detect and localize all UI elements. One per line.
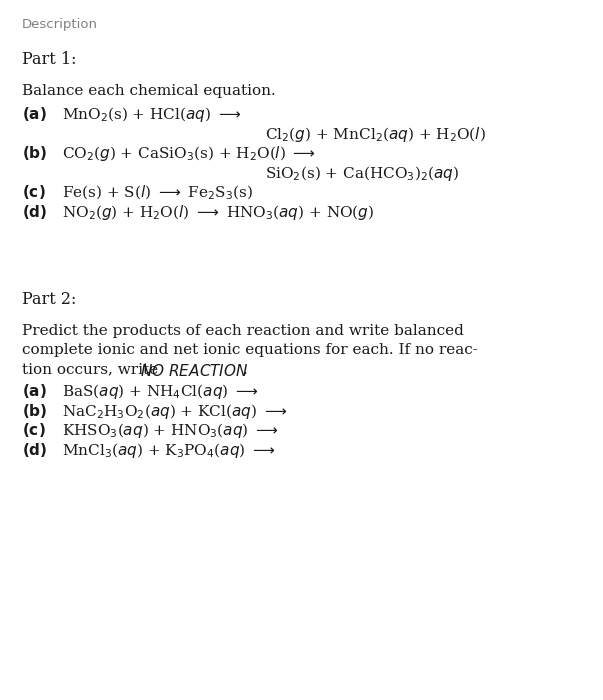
- Text: NaC$_2$H$_3$O$_2$($\mathit{aq}$) + KCl($\mathit{aq}$) $\longrightarrow$: NaC$_2$H$_3$O$_2$($\mathit{aq}$) + KCl($…: [62, 402, 287, 421]
- Text: Predict the products of each reaction and write balanced: Predict the products of each reaction an…: [22, 323, 464, 337]
- Text: Description: Description: [22, 18, 98, 31]
- Text: Cl$_2$($\mathit{g}$) + MnCl$_2$($\mathit{aq}$) + H$_2$O($\mathit{l}$): Cl$_2$($\mathit{g}$) + MnCl$_2$($\mathit…: [265, 125, 486, 144]
- Text: $\mathbf{(a)}$: $\mathbf{(a)}$: [22, 106, 47, 123]
- Text: Fe(s) + S($\mathit{l}$) $\longrightarrow$ Fe$_2$S$_3$(s): Fe(s) + S($\mathit{l}$) $\longrightarrow…: [62, 183, 253, 202]
- Text: $\mathbf{(c)}$: $\mathbf{(c)}$: [22, 183, 46, 202]
- Text: Balance each chemical equation.: Balance each chemical equation.: [22, 84, 276, 98]
- Text: tion occurs, write: tion occurs, write: [22, 363, 163, 377]
- Text: Part 2:: Part 2:: [22, 290, 77, 308]
- Text: $\mathbf{(b)}$: $\mathbf{(b)}$: [22, 144, 48, 162]
- Text: NO$_2$($\mathit{g}$) + H$_2$O($\mathit{l}$) $\longrightarrow$ HNO$_3$($\mathit{a: NO$_2$($\mathit{g}$) + H$_2$O($\mathit{l…: [62, 203, 374, 222]
- Text: Part 1:: Part 1:: [22, 51, 77, 68]
- Text: CO$_2$($\mathit{g}$) + CaSiO$_3$(s) + H$_2$O($\mathit{l}$) $\longrightarrow$: CO$_2$($\mathit{g}$) + CaSiO$_3$(s) + H$…: [62, 144, 316, 164]
- Text: $\mathbf{(b)}$: $\mathbf{(b)}$: [22, 402, 48, 420]
- Text: MnCl$_3$($\mathit{aq}$) + K$_3$PO$_4$($\mathit{aq}$) $\longrightarrow$: MnCl$_3$($\mathit{aq}$) + K$_3$PO$_4$($\…: [62, 441, 276, 460]
- Text: complete ionic and net ionic equations for each. If no reac-: complete ionic and net ionic equations f…: [22, 343, 478, 357]
- Text: BaS($\mathit{aq}$) + NH$_4$Cl($\mathit{aq}$) $\longrightarrow$: BaS($\mathit{aq}$) + NH$_4$Cl($\mathit{a…: [62, 382, 259, 401]
- Text: .: .: [243, 363, 248, 377]
- Text: MnO$_2$(s) + HCl($\mathit{aq}$) $\longrightarrow$: MnO$_2$(s) + HCl($\mathit{aq}$) $\longri…: [62, 106, 241, 125]
- Text: SiO$_2$(s) + Ca(HCO$_3$)$_2$($\mathit{aq}$): SiO$_2$(s) + Ca(HCO$_3$)$_2$($\mathit{aq…: [265, 164, 459, 183]
- Text: $\mathit{NO\ REACTION}$: $\mathit{NO\ REACTION}$: [140, 363, 248, 379]
- Text: $\mathbf{(d)}$: $\mathbf{(d)}$: [22, 441, 48, 458]
- Text: $\mathbf{(c)}$: $\mathbf{(c)}$: [22, 421, 46, 439]
- Text: $\mathbf{(a)}$: $\mathbf{(a)}$: [22, 382, 47, 400]
- Text: $\mathbf{(d)}$: $\mathbf{(d)}$: [22, 203, 48, 221]
- Text: KHSO$_3$($\mathit{aq}$) + HNO$_3$($\mathit{aq}$) $\longrightarrow$: KHSO$_3$($\mathit{aq}$) + HNO$_3$($\math…: [62, 421, 279, 440]
